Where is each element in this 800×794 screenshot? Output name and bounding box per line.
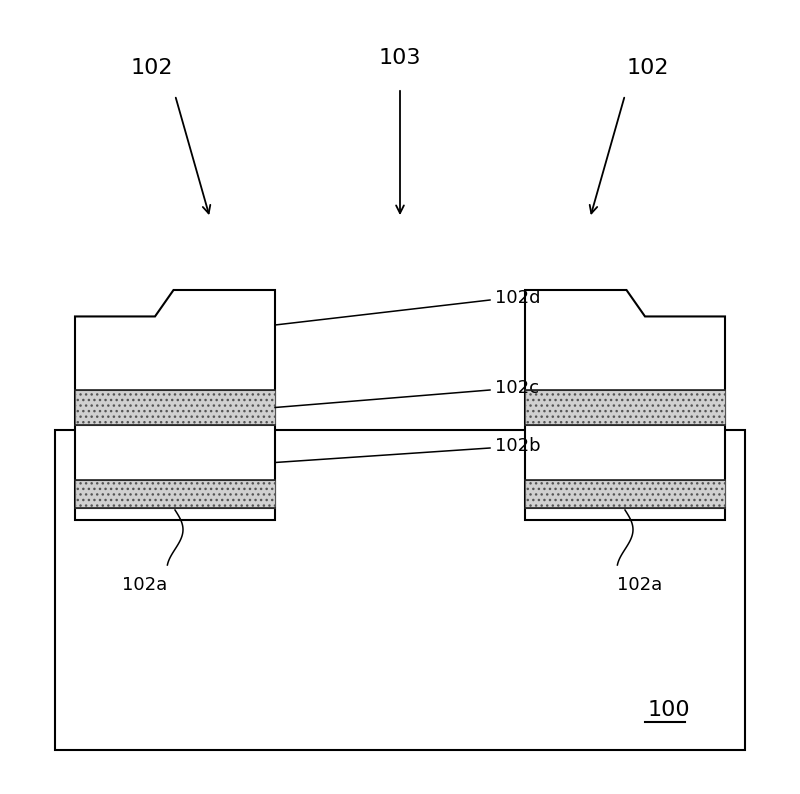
Text: 102d: 102d <box>495 289 541 307</box>
Polygon shape <box>525 290 725 520</box>
Bar <box>525 390 725 425</box>
Text: 102: 102 <box>130 58 174 78</box>
Polygon shape <box>75 290 275 520</box>
Bar <box>525 480 725 508</box>
Bar <box>75 480 275 508</box>
Text: 102: 102 <box>626 58 670 78</box>
Text: 103: 103 <box>378 48 422 68</box>
Bar <box>55 430 745 750</box>
Text: 102a: 102a <box>618 576 662 594</box>
Bar <box>75 390 275 425</box>
Text: 100: 100 <box>648 700 690 720</box>
Text: 102c: 102c <box>495 379 539 397</box>
Text: 102b: 102b <box>495 437 541 455</box>
Text: 102a: 102a <box>122 576 168 594</box>
